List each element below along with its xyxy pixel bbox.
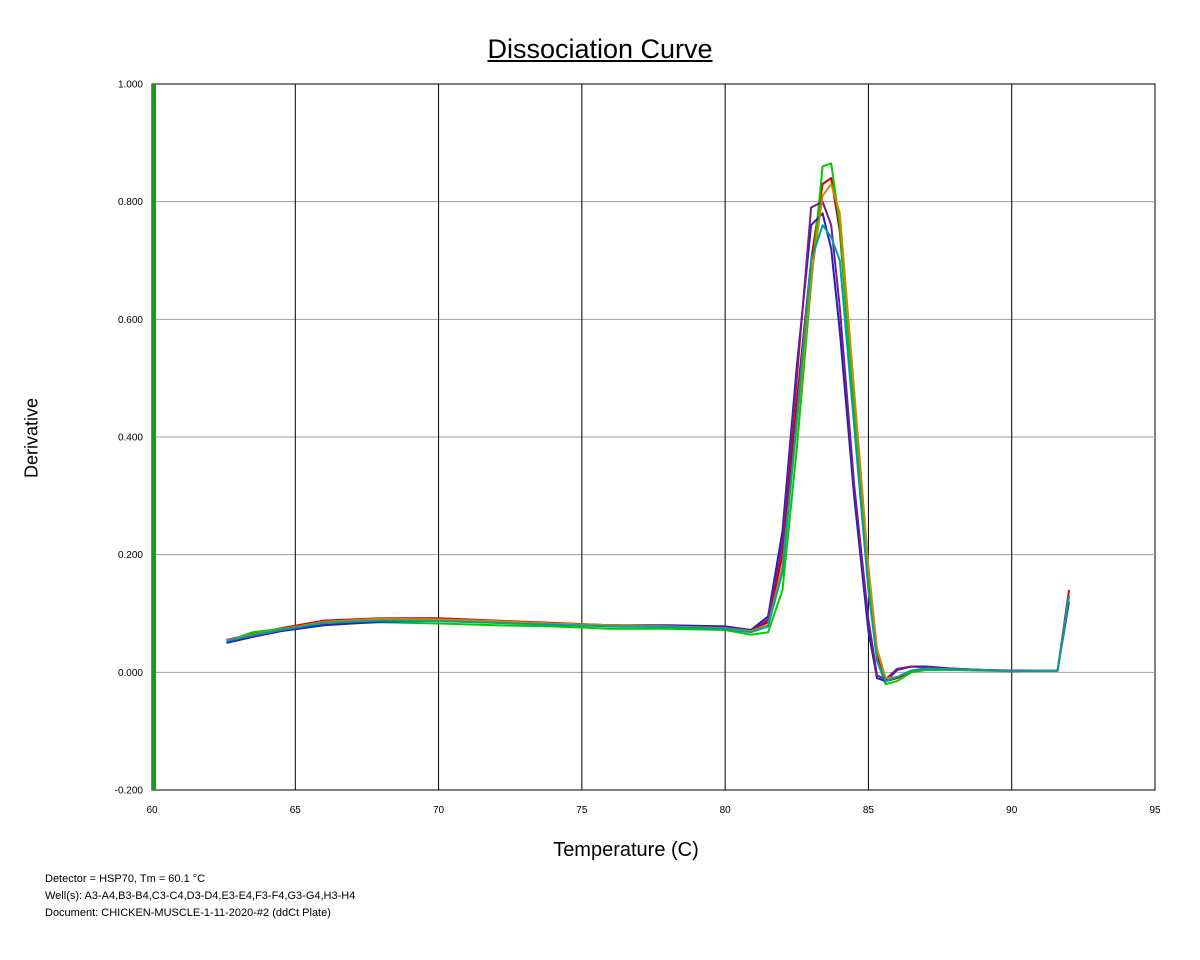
footer-wells: Well(s): A3-A4,B3-B4,C3-C4,D3-D4,E3-E4,F… xyxy=(45,890,356,902)
x-tick-label: 90 xyxy=(1006,805,1018,816)
footer-document: Document: CHICKEN-MUSCLE-1-11-2020-#2 (d… xyxy=(45,907,331,919)
x-tick-label: 65 xyxy=(290,805,302,816)
x-tick-label: 75 xyxy=(576,805,588,816)
footer-detector: Detector = HSP70, Tm = 60.1 °C xyxy=(45,873,206,885)
x-tick-label: 60 xyxy=(146,805,158,816)
y-tick-label: -0.200 xyxy=(115,786,144,797)
x-axis-label: Temperature (C) xyxy=(553,839,699,861)
y-tick-label: 1.000 xyxy=(118,80,143,91)
y-tick-label: 0.000 xyxy=(118,668,143,679)
footer-info: Detector = HSP70, Tm = 60.1 °C Well(s): … xyxy=(45,871,355,922)
series-line-6 xyxy=(226,224,1070,683)
y-tick-label: 0.600 xyxy=(118,315,143,326)
chart-title: Dissociation Curve xyxy=(487,34,713,64)
y-tick-label: 0.200 xyxy=(118,550,143,561)
y-tick-label: 0.400 xyxy=(118,433,143,444)
y-tick-label: 0.800 xyxy=(118,197,143,208)
x-tick-label: 80 xyxy=(720,805,732,816)
x-tick-label: 95 xyxy=(1149,805,1161,816)
x-tick-label: 85 xyxy=(863,805,875,816)
x-tick-label: 70 xyxy=(433,805,445,816)
